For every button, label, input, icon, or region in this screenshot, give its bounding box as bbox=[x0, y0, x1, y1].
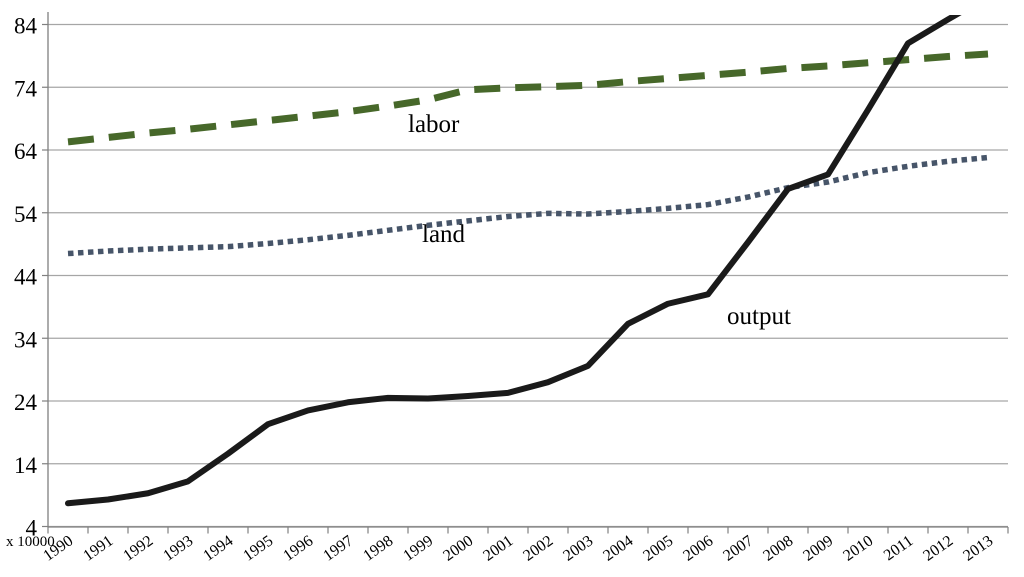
series-labels-group: labor land output bbox=[408, 111, 791, 330]
y-axis-tick-label: 84 bbox=[14, 14, 38, 39]
x-axis-tick-label: 1994 bbox=[200, 532, 236, 564]
series-label-labor: labor bbox=[408, 111, 460, 138]
series-label-land: land bbox=[422, 221, 466, 248]
x-axis-tick-label: 2004 bbox=[600, 532, 636, 564]
x-axis-tick-label: 2011 bbox=[881, 532, 916, 564]
x-axis-tick-label: 1998 bbox=[360, 532, 396, 564]
x-axis-tick-label: 2006 bbox=[680, 532, 716, 564]
y-axis-tick-label: 74 bbox=[14, 76, 38, 101]
x-axis-tick-label: 2012 bbox=[920, 532, 956, 564]
x-axis-tick-label: 2003 bbox=[560, 532, 596, 564]
x-axis-tick-label: 1999 bbox=[400, 532, 436, 564]
gridlines-group bbox=[42, 23, 1008, 528]
y-axis-tick-label: 24 bbox=[14, 390, 38, 415]
x-axis-tick-label: 2013 bbox=[960, 532, 996, 564]
x-axis-tick-label: 2009 bbox=[800, 532, 836, 564]
series-group bbox=[65, 15, 989, 507]
x-axis-tick-label: 2007 bbox=[720, 532, 756, 564]
series-line-land bbox=[67, 154, 989, 257]
x-axis-tick-label: 1997 bbox=[320, 532, 356, 564]
y-axis-tick-label: 34 bbox=[14, 327, 38, 352]
y-axis-labels-group: 4 14 24 34 44 54 64 74 84 bbox=[14, 14, 38, 541]
y-axis-unit-note: x 10000 bbox=[6, 534, 55, 550]
x-axis-tick-label: 1992 bbox=[120, 532, 156, 564]
x-axis-labels-group: 1990 1991 1992 1993 1994 1995 1996 1997 1998 1999… bbox=[40, 532, 996, 564]
series-line-labor bbox=[67, 50, 989, 146]
y-axis-tick-label: 54 bbox=[14, 202, 38, 227]
x-axis-tick-label: 1996 bbox=[280, 532, 316, 564]
x-axis-tick-label: 2010 bbox=[840, 532, 876, 564]
x-axis-tick-label: 2008 bbox=[760, 532, 796, 564]
x-axis-tick-label: 2000 bbox=[440, 532, 476, 564]
x-axis-tick-label: 2001 bbox=[480, 532, 516, 564]
x-axis-tick-label: 2005 bbox=[640, 532, 676, 564]
y-axis-tick-label: 44 bbox=[14, 265, 38, 290]
y-axis-tick-label: 14 bbox=[14, 453, 38, 478]
x-axis-tick-label: 1993 bbox=[160, 532, 196, 564]
series-line-output bbox=[65, 15, 962, 507]
axes-group bbox=[47, 12, 1009, 534]
y-axis-tick-label: 4 bbox=[26, 516, 38, 541]
series-label-output: output bbox=[727, 303, 791, 330]
x-axis-tick-label: 2002 bbox=[520, 532, 556, 564]
y-axis-tick-label: 64 bbox=[14, 139, 38, 164]
x-axis-tick-label: 1995 bbox=[240, 532, 276, 564]
x-axis-tick-label: 1991 bbox=[80, 532, 116, 564]
